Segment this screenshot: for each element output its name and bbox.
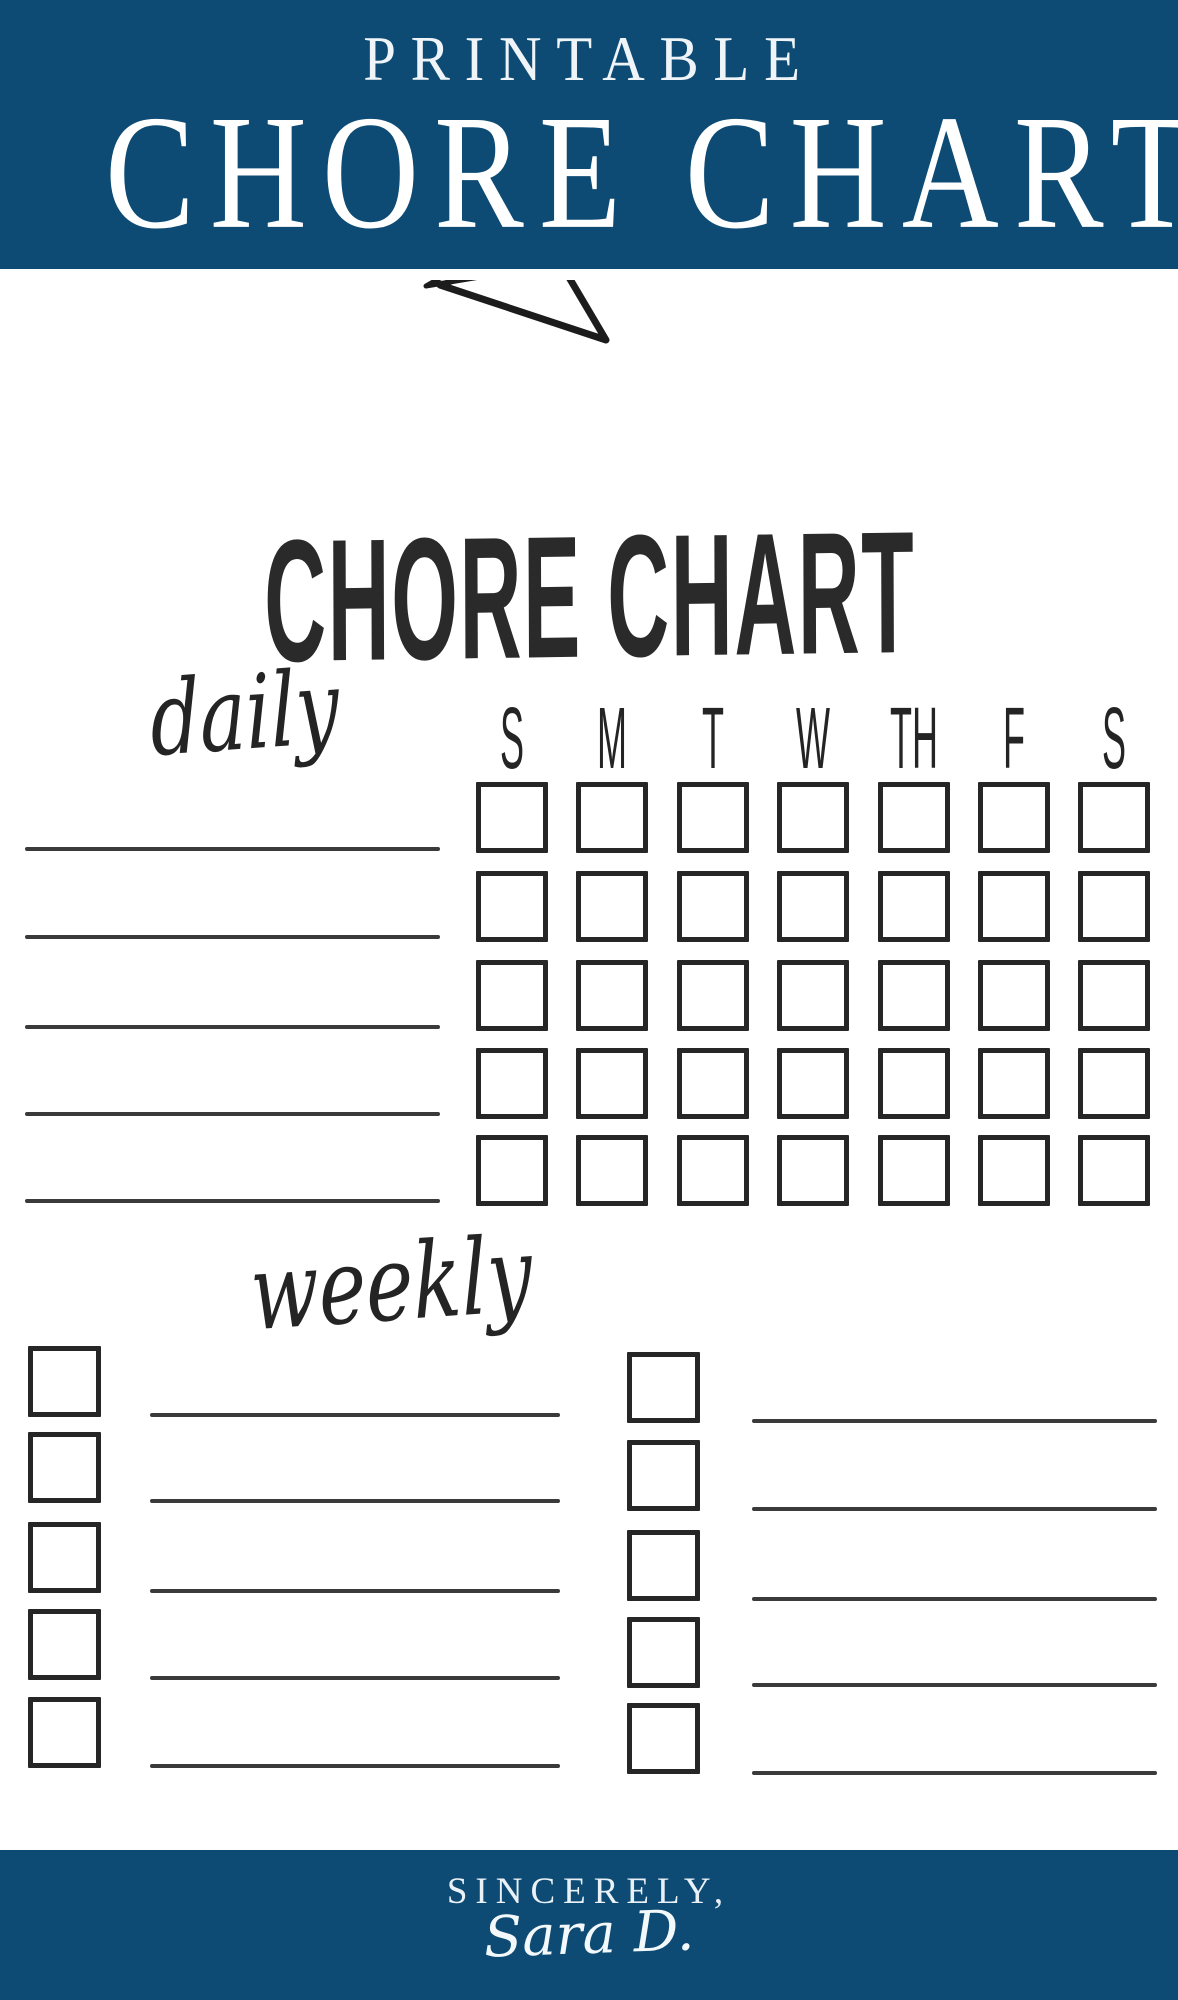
- daily-chore-line[interactable]: [25, 1025, 440, 1029]
- daily-checkbox-r4-s0[interactable]: [476, 1048, 548, 1119]
- daily-chore-line[interactable]: [25, 847, 440, 851]
- daily-checkbox-r1-m1[interactable]: [576, 782, 648, 853]
- day-header-w-3: W: [796, 689, 830, 787]
- daily-chore-line[interactable]: [25, 1199, 440, 1203]
- daily-checkbox-r3-w3[interactable]: [777, 960, 849, 1031]
- ribbon-title: CHORE CHART: [0, 496, 1178, 700]
- day-header-th-4: TH: [890, 689, 938, 787]
- ribbon-banner-illustration: [423, 280, 610, 344]
- daily-checkbox-r2-f5[interactable]: [978, 871, 1050, 942]
- weekly-chore-line-col2-row3[interactable]: [752, 1597, 1157, 1601]
- weekly-chore-line-col1-row4[interactable]: [150, 1676, 560, 1680]
- day-header-t-2: T: [702, 689, 724, 787]
- daily-chore-line[interactable]: [25, 1112, 440, 1116]
- weekly-chore-line-col1-row1[interactable]: [150, 1413, 560, 1417]
- weekly-checkbox-col1-row3[interactable]: [28, 1522, 101, 1593]
- daily-chore-line[interactable]: [25, 935, 440, 939]
- daily-checkbox-r3-m1[interactable]: [576, 960, 648, 1031]
- top-banner: PRINTABLE CHORE CHART: [0, 0, 1178, 269]
- weekly-checkbox-col1-row2[interactable]: [28, 1432, 101, 1503]
- daily-checkbox-r4-th4[interactable]: [878, 1048, 950, 1119]
- footer-banner: SINCERELY, Sara D.: [0, 1850, 1178, 2000]
- daily-checkbox-r3-t2[interactable]: [677, 960, 749, 1031]
- daily-checkbox-r5-m1[interactable]: [576, 1135, 648, 1206]
- daily-checkbox-r3-th4[interactable]: [878, 960, 950, 1031]
- weekly-checkbox-col2-row4[interactable]: [627, 1617, 700, 1688]
- daily-checkbox-r1-th4[interactable]: [878, 782, 950, 853]
- footer-closing: SINCERELY,: [446, 1871, 732, 1912]
- daily-checkbox-r2-w3[interactable]: [777, 871, 849, 942]
- daily-checkbox-r4-f5[interactable]: [978, 1048, 1050, 1119]
- weekly-chore-line-col2-row2[interactable]: [752, 1507, 1157, 1511]
- daily-checkbox-r4-t2[interactable]: [677, 1048, 749, 1119]
- weekly-checkbox-col1-row1[interactable]: [28, 1346, 101, 1417]
- weekly-chore-line-col1-row3[interactable]: [150, 1589, 560, 1593]
- daily-label: daily: [148, 646, 342, 780]
- banner-title-text: CHORE CHART: [105, 81, 1178, 263]
- day-header-f-5: F: [1003, 689, 1025, 787]
- daily-checkbox-r1-s0[interactable]: [476, 782, 548, 853]
- daily-checkbox-r1-s6[interactable]: [1078, 782, 1150, 853]
- banner-kicker: PRINTABLE: [363, 23, 815, 94]
- weekly-chore-line-col1-row5[interactable]: [150, 1764, 560, 1768]
- daily-checkbox-r1-f5[interactable]: [978, 782, 1050, 853]
- day-header-s-6: S: [1101, 689, 1127, 787]
- daily-checkbox-r5-s6[interactable]: [1078, 1135, 1150, 1206]
- banner-title: CHORE CHART: [0, 78, 1178, 263]
- ribbon-right-tail: [436, 280, 610, 344]
- weekly-checkbox-col2-row1[interactable]: [627, 1352, 700, 1423]
- daily-checkbox-r5-s0[interactable]: [476, 1135, 548, 1206]
- weekly-chore-line-col2-row5[interactable]: [752, 1771, 1157, 1775]
- daily-checkbox-r1-t2[interactable]: [677, 782, 749, 853]
- daily-checkbox-r4-w3[interactable]: [777, 1048, 849, 1119]
- ribbon-right-fold: [423, 280, 478, 289]
- daily-checkbox-r2-m1[interactable]: [576, 871, 648, 942]
- daily-checkbox-r3-s0[interactable]: [476, 960, 548, 1031]
- weekly-chore-line-col1-row2[interactable]: [150, 1499, 560, 1503]
- weekly-checkbox-col1-row5[interactable]: [28, 1697, 101, 1768]
- daily-checkbox-r5-t2[interactable]: [677, 1135, 749, 1206]
- daily-checkbox-r3-f5[interactable]: [978, 960, 1050, 1031]
- ribbon-title-text: CHORE CHART: [263, 495, 916, 700]
- day-header-s-0: S: [499, 689, 525, 787]
- weekly-checkbox-col2-row2[interactable]: [627, 1440, 700, 1511]
- daily-checkbox-r3-s6[interactable]: [1078, 960, 1150, 1031]
- weekly-checkbox-col2-row3[interactable]: [627, 1530, 700, 1601]
- weekly-checkbox-col1-row4[interactable]: [28, 1609, 101, 1680]
- daily-checkbox-r2-th4[interactable]: [878, 871, 950, 942]
- daily-checkbox-r5-w3[interactable]: [777, 1135, 849, 1206]
- daily-checkbox-r1-w3[interactable]: [777, 782, 849, 853]
- daily-checkbox-r4-s6[interactable]: [1078, 1048, 1150, 1119]
- daily-checkbox-r4-m1[interactable]: [576, 1048, 648, 1119]
- daily-checkbox-r2-s6[interactable]: [1078, 871, 1150, 942]
- weekly-chore-line-col2-row4[interactable]: [752, 1683, 1157, 1687]
- daily-checkbox-r2-t2[interactable]: [677, 871, 749, 942]
- weekly-checkbox-col2-row5[interactable]: [627, 1703, 700, 1774]
- daily-checkbox-r5-f5[interactable]: [978, 1135, 1050, 1206]
- weekly-chore-line-col2-row1[interactable]: [752, 1419, 1157, 1423]
- day-header-m-1: M: [597, 689, 627, 787]
- daily-checkbox-r5-th4[interactable]: [878, 1135, 950, 1206]
- weekly-label: weekly: [248, 1212, 535, 1355]
- daily-checkbox-r2-s0[interactable]: [476, 871, 548, 942]
